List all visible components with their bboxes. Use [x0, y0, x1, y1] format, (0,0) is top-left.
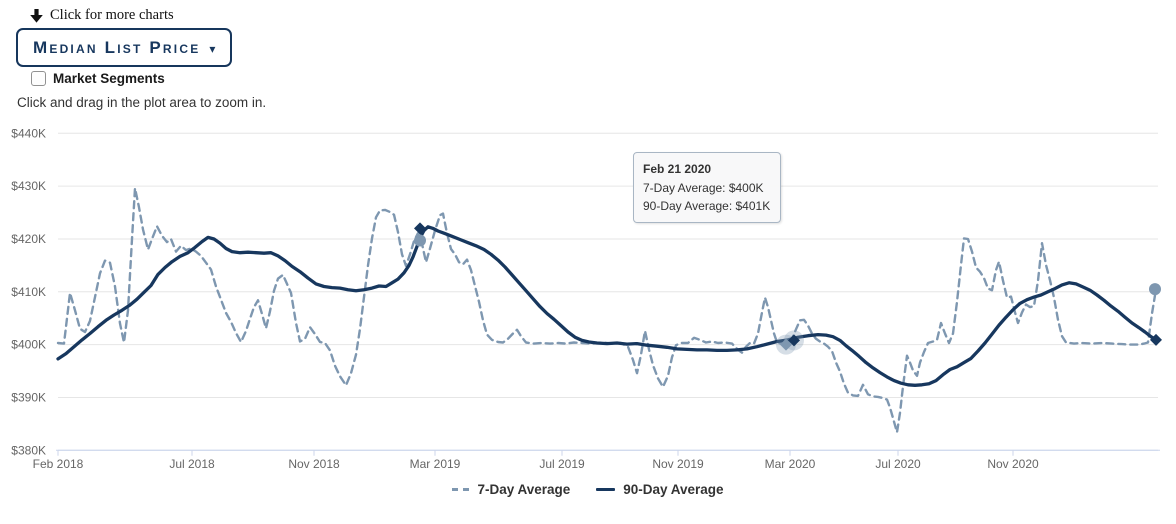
y-axis-tick-label: $440K: [11, 126, 46, 140]
series-line-7day: [56, 186, 1158, 434]
tooltip-date: Feb 21 2020: [643, 162, 712, 176]
dropdown-caret-icon: ▾: [209, 41, 216, 56]
x-axis-tick-label: Nov 2019: [652, 457, 704, 471]
chart-type-dropdown-label: Median List Price: [33, 37, 201, 57]
tooltip-90day-value: 90-Day Average: $401K: [643, 199, 771, 213]
point-marker-diamond: [414, 222, 426, 235]
legend-label-7day: 7-Day Average: [477, 482, 571, 497]
point-marker-circle: [414, 234, 426, 247]
zoom-hint-text: Click and drag in the plot area to zoom …: [17, 95, 267, 110]
y-axis-tick-label: $400K: [11, 338, 46, 352]
y-axis-tick-label: $380K: [11, 443, 46, 457]
point-marker-diamond: [788, 334, 800, 347]
x-axis-tick-label: Jul 2019: [539, 457, 585, 471]
tooltip-7day-value: 7-Day Average: $400K: [643, 181, 764, 195]
chart-legend: 7-Day Average 90-Day Average: [0, 482, 1176, 497]
market-segments-row[interactable]: Market Segments: [31, 71, 165, 86]
legend-dash-swatch-7day: [452, 488, 470, 491]
y-axis-tick-label: $410K: [11, 285, 46, 299]
y-axis-tick-label: $420K: [11, 232, 46, 246]
legend-item-90day[interactable]: 90-Day Average: [596, 482, 724, 497]
series-line-90day: [56, 225, 1158, 387]
chart-tooltip: Feb 21 2020 7-Day Average: $400K 90-Day …: [633, 152, 781, 223]
legend-line-swatch-90day: [596, 487, 616, 492]
x-axis-tick-label: Mar 2020: [765, 457, 816, 471]
legend-item-7day[interactable]: 7-Day Average: [452, 482, 570, 497]
x-axis-tick-label: Mar 2019: [410, 457, 461, 471]
y-axis-tick-label: $390K: [11, 390, 46, 404]
point-marker-diamond: [1150, 333, 1162, 346]
legend-label-90day: 90-Day Average: [623, 482, 724, 497]
point-marker-circle: [1149, 283, 1161, 296]
market-segments-checkbox[interactable]: [31, 71, 46, 86]
y-axis-tick-label: $430K: [11, 179, 46, 193]
x-axis-tick-label: Nov 2020: [987, 457, 1039, 471]
more-charts-label: Click for more charts: [50, 7, 174, 23]
x-axis-tick-label: Nov 2018: [288, 457, 340, 471]
x-axis-tick-label: Jul 2020: [875, 457, 921, 471]
point-marker-diamond: [780, 338, 792, 351]
down-arrow-icon: [30, 8, 43, 23]
x-axis-tick-label: Feb 2018: [33, 457, 84, 471]
more-charts-link[interactable]: Click for more charts: [30, 7, 174, 24]
market-segments-label: Market Segments: [53, 71, 165, 86]
chart-type-dropdown[interactable]: Median List Price ▾: [16, 28, 233, 67]
x-axis-tick-label: Jul 2018: [169, 457, 215, 471]
